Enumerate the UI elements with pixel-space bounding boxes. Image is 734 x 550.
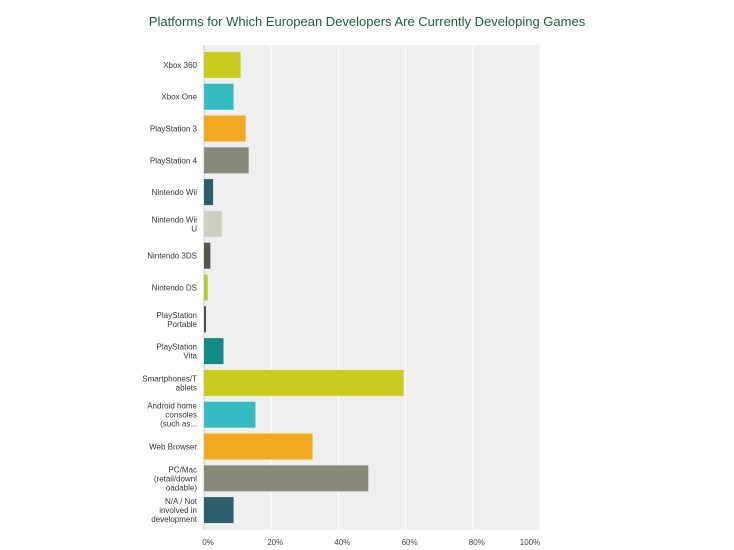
chart-title: Platforms for Which European Developers …	[148, 14, 586, 29]
bar	[204, 51, 241, 78]
bar	[204, 115, 246, 142]
category-label: Smartphones/T ablets	[142, 374, 197, 392]
bar	[204, 465, 369, 492]
category-label: PlayStation Portable	[157, 311, 198, 329]
category-label: Web Browser	[149, 443, 197, 452]
bar	[204, 179, 214, 206]
x-tick-label: 20%	[267, 538, 283, 547]
category-label: Xbox One	[161, 93, 197, 102]
category-label: PC/Mac (retail/downl oadable)	[154, 465, 197, 492]
category-label: PlayStation Vita	[157, 343, 198, 361]
category-label: Nintendo 3DS	[147, 252, 197, 261]
bar	[204, 274, 208, 301]
bar	[204, 497, 234, 524]
bar	[204, 83, 234, 110]
category-label: N/A / Not involved in development	[151, 497, 198, 524]
bar	[204, 369, 404, 396]
bar	[204, 210, 222, 237]
category-label: Xbox 360	[163, 61, 197, 70]
bar	[204, 242, 211, 269]
bar	[204, 147, 249, 174]
category-label: Nintendo Wii	[152, 188, 198, 197]
x-tick-label: 0%	[202, 538, 214, 547]
category-label: Android home consoles (such as...	[147, 402, 197, 429]
bar	[204, 401, 256, 428]
bar	[204, 338, 224, 365]
category-label: PlayStation 3	[150, 125, 198, 134]
x-tick-label: 40%	[334, 538, 350, 547]
x-tick-label: 80%	[469, 538, 485, 547]
x-tick-label: 60%	[402, 538, 418, 547]
bar	[204, 433, 313, 460]
x-tick-label: 100%	[520, 538, 540, 547]
bar	[204, 306, 207, 333]
category-label: Nintendo DS	[152, 284, 197, 293]
category-label: PlayStation 4	[150, 156, 198, 165]
category-label: Nintendo Wii U	[152, 215, 198, 233]
